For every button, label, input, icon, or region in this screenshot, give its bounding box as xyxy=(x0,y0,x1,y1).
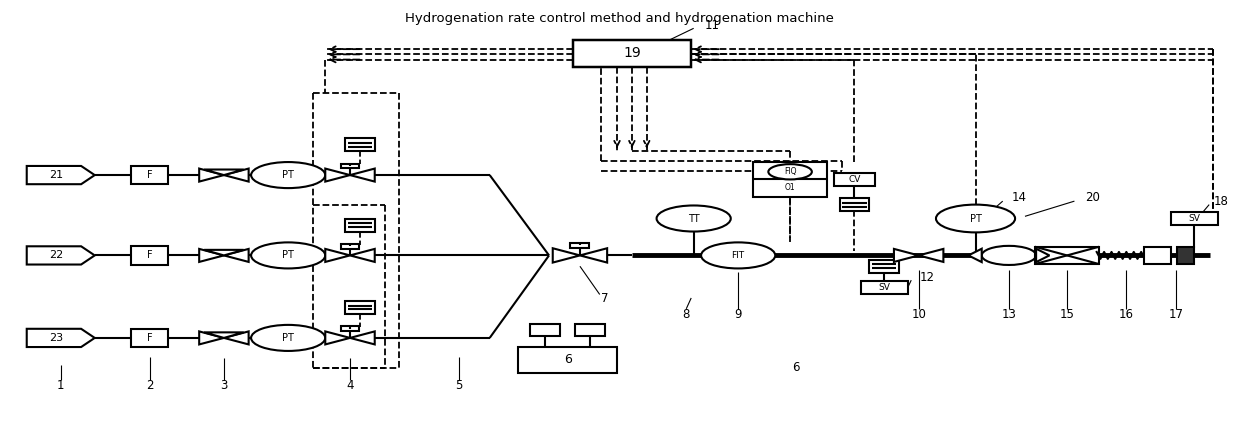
Bar xyxy=(342,163,358,168)
Text: 12: 12 xyxy=(919,271,934,284)
Polygon shape xyxy=(326,331,349,344)
Text: CV: CV xyxy=(849,175,861,184)
Polygon shape xyxy=(969,249,981,262)
Bar xyxy=(530,324,560,336)
Polygon shape xyxy=(326,249,349,262)
Text: 21: 21 xyxy=(48,170,63,180)
Polygon shape xyxy=(27,246,94,264)
Bar xyxy=(1171,212,1218,225)
Text: 9: 9 xyxy=(735,308,742,320)
Text: F: F xyxy=(147,333,152,343)
Polygon shape xyxy=(204,250,244,255)
Text: 23: 23 xyxy=(48,333,63,343)
Polygon shape xyxy=(199,249,224,262)
Bar xyxy=(344,301,374,314)
Polygon shape xyxy=(224,169,249,182)
Bar xyxy=(575,324,605,336)
Text: PT: PT xyxy=(282,250,294,260)
Circle shape xyxy=(657,205,731,232)
Circle shape xyxy=(701,243,776,268)
Polygon shape xyxy=(580,248,607,263)
Bar xyxy=(861,281,907,295)
Circle shape xyxy=(252,162,326,188)
Circle shape xyxy=(252,325,326,351)
Text: PT: PT xyxy=(282,170,294,180)
Text: PT: PT xyxy=(970,214,981,223)
Text: 19: 19 xyxy=(623,46,641,60)
Polygon shape xyxy=(918,249,943,262)
Text: 15: 15 xyxy=(1059,308,1074,320)
Bar xyxy=(574,41,690,66)
Polygon shape xyxy=(199,169,224,182)
Polygon shape xyxy=(326,169,349,182)
Circle shape xyxy=(935,205,1015,232)
Polygon shape xyxy=(204,170,244,175)
Polygon shape xyxy=(224,249,249,262)
Text: 18: 18 xyxy=(1214,194,1229,208)
Text: 14: 14 xyxy=(1011,191,1026,204)
Text: FIQ: FIQ xyxy=(784,167,797,176)
Polygon shape xyxy=(349,249,374,262)
Circle shape xyxy=(252,243,326,268)
Polygon shape xyxy=(199,331,224,344)
Text: 11: 11 xyxy=(705,19,720,32)
Polygon shape xyxy=(204,333,244,338)
Polygon shape xyxy=(349,169,374,182)
Circle shape xyxy=(768,164,812,180)
Bar xyxy=(344,218,374,232)
Polygon shape xyxy=(553,248,580,263)
Bar xyxy=(1035,247,1099,264)
Bar xyxy=(342,244,358,249)
Bar xyxy=(840,198,870,211)
Bar xyxy=(342,326,358,331)
Text: 10: 10 xyxy=(911,308,926,320)
Polygon shape xyxy=(1036,249,1049,262)
Polygon shape xyxy=(27,166,94,184)
Text: F: F xyxy=(147,170,152,180)
Polygon shape xyxy=(224,331,249,344)
Text: 1: 1 xyxy=(57,379,64,392)
Text: O1: O1 xyxy=(784,183,795,191)
Circle shape xyxy=(981,246,1036,265)
Text: TT: TT xyxy=(688,214,700,223)
Text: 2: 2 xyxy=(146,379,154,392)
Text: SV: SV xyxy=(878,284,890,292)
Bar xyxy=(753,162,828,197)
Text: 8: 8 xyxy=(683,308,690,320)
Text: 17: 17 xyxy=(1168,308,1183,320)
Text: SV: SV xyxy=(1188,214,1201,223)
Bar xyxy=(344,138,374,151)
Text: F: F xyxy=(147,250,152,260)
Text: 20: 20 xyxy=(1085,191,1100,204)
Text: 13: 13 xyxy=(1001,308,1016,320)
Text: 22: 22 xyxy=(48,250,63,260)
Bar xyxy=(518,347,617,373)
Text: PT: PT xyxy=(282,333,294,343)
Bar xyxy=(570,243,590,248)
Text: 7: 7 xyxy=(601,292,608,305)
Text: 6: 6 xyxy=(793,361,800,374)
Polygon shape xyxy=(895,249,918,262)
Text: 3: 3 xyxy=(221,379,228,392)
Bar xyxy=(870,260,898,273)
Polygon shape xyxy=(349,331,374,344)
Bar xyxy=(834,173,875,186)
Text: 4: 4 xyxy=(346,379,354,392)
Text: 5: 5 xyxy=(455,379,462,392)
Text: Hydrogenation rate control method and hydrogenation machine: Hydrogenation rate control method and hy… xyxy=(405,12,834,25)
Bar xyxy=(131,329,169,347)
Text: 16: 16 xyxy=(1119,308,1134,320)
Bar xyxy=(131,166,169,184)
Bar xyxy=(1177,247,1194,264)
Bar xyxy=(1144,247,1171,264)
Text: FIT: FIT xyxy=(731,251,745,260)
Bar xyxy=(131,246,169,264)
Polygon shape xyxy=(27,329,94,347)
Text: 6: 6 xyxy=(564,353,571,366)
